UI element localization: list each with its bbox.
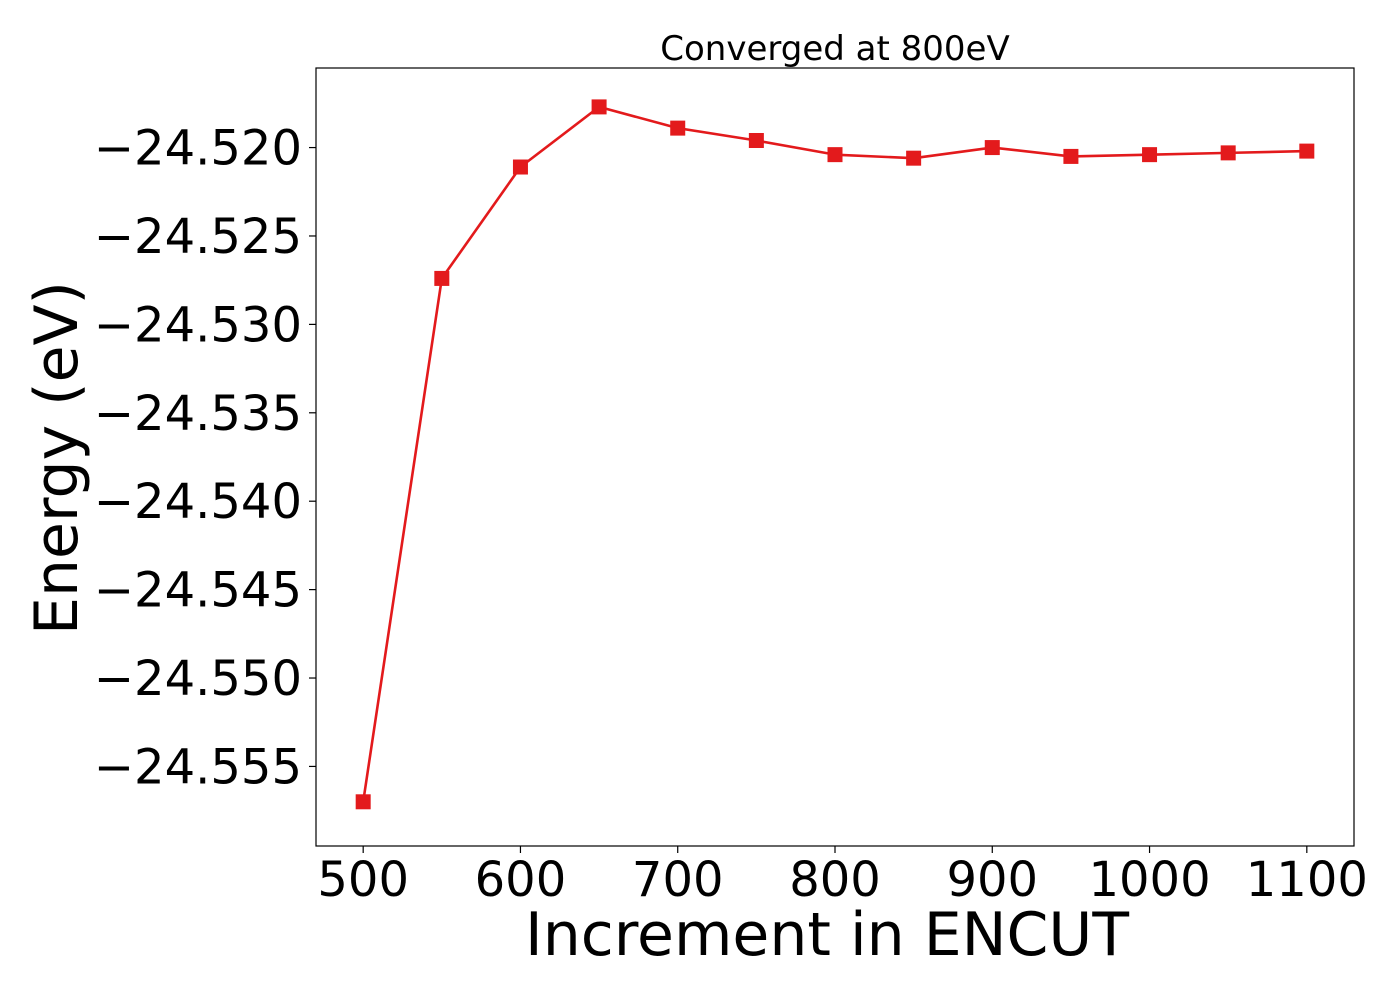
y-tick-label: −24.530 [94,297,302,353]
y-tick-label: −24.520 [94,121,302,177]
series-layer [355,99,1315,810]
data-point-marker [1299,143,1315,159]
y-tick-label: −24.550 [94,651,302,707]
data-point-marker [591,99,607,115]
x-tick-label: 1100 [1246,852,1368,908]
y-tick-label: −24.555 [94,739,302,795]
y-axis-label: Energy (eV) [22,281,92,635]
data-point-marker [1063,148,1079,164]
x-tick-label: 1000 [1088,852,1210,908]
y-tick-label: −24.545 [94,563,302,619]
data-point-marker [670,120,686,136]
series-line [361,105,1307,802]
data-point-marker [1220,145,1236,161]
x-axis-ticks: 500 600 700 800 900 1000 1100 [317,846,1368,908]
plot-frame [315,67,1355,847]
data-point-marker [748,132,764,148]
x-tick-label: 700 [632,852,724,908]
x-axis-label: Increment in ENCUT [525,900,1129,970]
x-tick-label: 800 [789,852,881,908]
y-axis-ticks: −24.520 −24.525 −24.530 −24.535 −24.540 −24.5… [94,121,316,795]
y-tick-label: −24.535 [94,386,302,442]
y-tick-label: −24.525 [94,209,302,265]
x-tick-label: 900 [946,852,1038,908]
data-point-marker [434,270,450,286]
x-tick-label: 500 [317,852,409,908]
chart-title: Converged at 800eV [660,29,1009,69]
data-point-marker [355,794,371,810]
x-tick-label: 600 [475,852,567,908]
data-point-marker [827,147,843,163]
data-point-marker [906,150,922,166]
data-point-marker [512,159,528,175]
data-point-marker [984,140,1000,156]
y-tick-label: −24.540 [94,474,302,530]
data-point-marker [1142,147,1158,163]
